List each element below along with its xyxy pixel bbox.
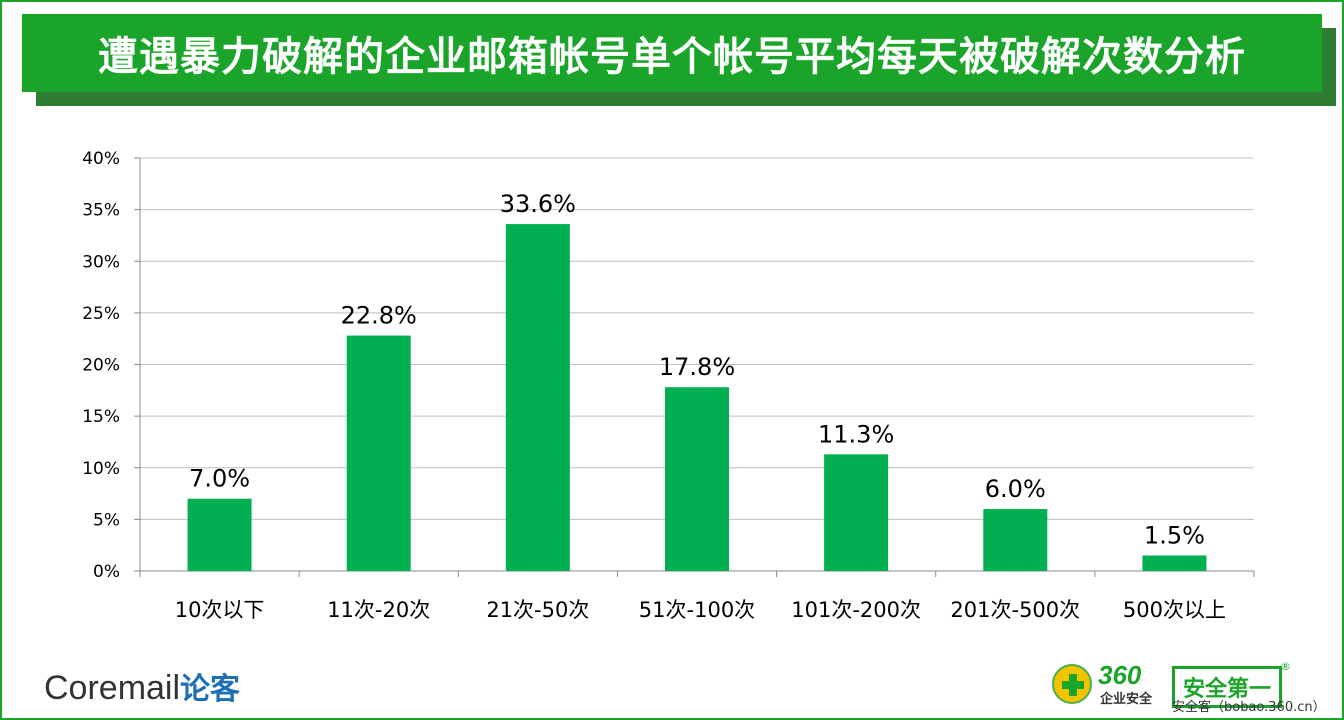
y-tick-label: 40% <box>82 149 120 169</box>
y-tick-label: 20% <box>82 356 120 376</box>
coremail-logo-text: Coremail <box>44 669 180 707</box>
x-category-label: 21次-50次 <box>486 598 589 622</box>
logo-360: 360 企业安全 安全第一 ® 安全客（bobao.360.cn） <box>1052 660 1338 716</box>
bar <box>1142 556 1206 571</box>
data-label: 33.6% <box>500 190 576 218</box>
y-tick-label: 5% <box>93 510 120 530</box>
data-label: 7.0% <box>189 465 250 493</box>
logo-360-brand: 360 <box>1098 660 1141 691</box>
registered-mark: ® <box>1280 660 1291 673</box>
data-label: 1.5% <box>1144 522 1205 550</box>
bar <box>347 336 411 571</box>
bar <box>665 387 729 571</box>
logo-360-sub: 企业安全 <box>1100 688 1152 707</box>
y-tick-label: 10% <box>82 459 120 479</box>
x-category-label: 10次以下 <box>175 598 265 622</box>
y-tick-label: 15% <box>82 407 120 427</box>
data-label: 11.3% <box>818 420 894 448</box>
x-category-label: 500次以上 <box>1123 598 1226 622</box>
bar <box>506 224 570 571</box>
x-category-label: 101次-200次 <box>791 598 921 622</box>
x-category-label: 201次-500次 <box>950 598 1080 622</box>
y-tick-label: 35% <box>82 201 120 221</box>
data-label: 6.0% <box>985 475 1046 503</box>
logo-360-url: 安全客（bobao.360.cn） <box>1172 696 1326 715</box>
x-category-label: 11次-20次 <box>327 598 430 622</box>
y-tick-label: 30% <box>82 252 120 272</box>
data-label: 17.8% <box>659 353 735 381</box>
x-category-label: 51次-100次 <box>639 598 755 622</box>
bar <box>188 499 252 571</box>
plus-badge-icon <box>1052 664 1092 704</box>
y-tick-label: 0% <box>93 562 120 582</box>
y-tick-label: 25% <box>82 304 120 324</box>
bar <box>983 509 1047 571</box>
bar <box>824 454 888 571</box>
data-label: 22.8% <box>341 302 417 330</box>
coremail-logo-cn: 论客 <box>180 672 240 707</box>
coremail-logo: Coremail论客 <box>44 664 240 708</box>
